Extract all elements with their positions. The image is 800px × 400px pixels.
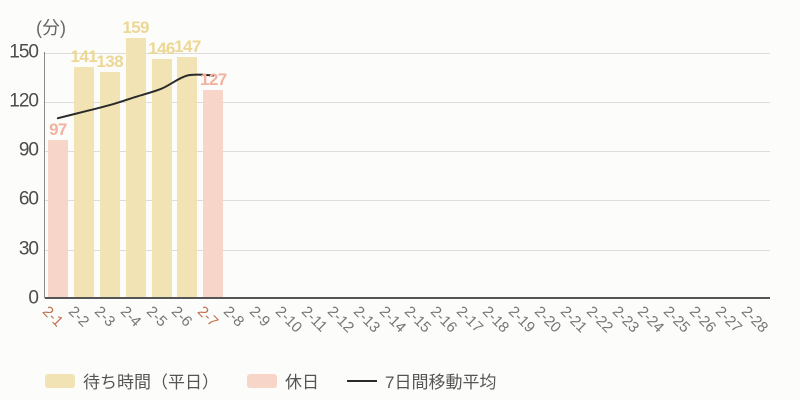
bar-value-label: 141 <box>70 47 98 67</box>
x-axis-tick-label: 2-24 <box>634 303 668 337</box>
x-axis-tick-label: 2-10 <box>271 303 306 337</box>
y-axis-line <box>44 52 45 298</box>
bar-2-4 <box>125 37 146 297</box>
x-axis-tick-label: 2-1 <box>38 303 67 331</box>
x-axis-tick-label: 2-5 <box>142 303 170 331</box>
x-axis-tick-label: 2-2 <box>64 303 93 331</box>
legend-color-swatch <box>45 373 75 388</box>
x-axis-tick-label: 2-9 <box>246 303 274 331</box>
x-axis-tick-label: 2-11 <box>297 303 331 336</box>
x-axis-tick-label: 2-22 <box>582 303 616 337</box>
bar-2-5 <box>151 59 172 297</box>
x-axis-tick-label: 2-7 <box>194 303 222 331</box>
x-axis-tick-label: 2-18 <box>479 303 513 337</box>
x-axis-tick-label: 2-14 <box>375 303 409 337</box>
x-axis-tick-label: 2-25 <box>660 303 694 337</box>
bar-value-label: 127 <box>200 70 227 90</box>
y-axis-tick-label: 60 <box>18 188 39 210</box>
bar-value-label: 138 <box>96 52 124 72</box>
gridline <box>45 249 770 251</box>
bar-2-6 <box>177 57 198 297</box>
bar-2-2 <box>73 67 94 297</box>
x-axis-tick-label: 2-4 <box>116 303 144 331</box>
bar-value-label: 146 <box>148 39 175 59</box>
x-axis-tick-label: 2-26 <box>686 303 720 337</box>
x-axis-tick-label: 2-12 <box>323 303 358 337</box>
x-axis-tick-label: 2-19 <box>504 303 539 337</box>
gridline <box>45 200 770 202</box>
legend-item-line[interactable]: 7日間移動平均 <box>347 368 496 393</box>
x-axis-tick-label: 2-20 <box>530 303 565 337</box>
x-axis-tick-label: 2-8 <box>220 303 248 331</box>
x-axis-tick-label: 2-13 <box>349 303 383 337</box>
x-axis-tick-label: 2-15 <box>401 303 435 337</box>
x-axis-tick-label: 2-6 <box>168 303 196 331</box>
gridline <box>45 151 770 153</box>
y-axis-tick-label: 120 <box>9 90 39 112</box>
legend-label: 待ち時間（平日） <box>83 373 219 392</box>
chart-legend: 待ち時間（平日） 休日 7日間移動平均 <box>45 368 524 393</box>
legend-label: 休日 <box>285 373 319 392</box>
legend-item-holiday-bar[interactable]: 休日 <box>247 368 319 393</box>
x-axis-tick-label: 2-21 <box>556 303 591 337</box>
bar-value-label: 159 <box>122 17 149 37</box>
y-axis-tick-label: 150 <box>9 41 39 63</box>
x-axis-tick-label: 2-17 <box>453 303 487 337</box>
x-axis-tick-label: 2-3 <box>90 303 119 331</box>
gridline <box>45 52 770 54</box>
bar-2-7 <box>203 90 224 297</box>
legend-label: 7日間移動平均 <box>385 373 497 392</box>
x-axis-line <box>45 297 770 299</box>
x-axis-tick-label: 2-23 <box>608 303 642 337</box>
y-axis-tick-label: 0 <box>28 287 39 309</box>
legend-color-swatch <box>247 373 277 388</box>
x-axis-tick-label: 2-27 <box>712 303 746 337</box>
legend-item-weekday-bar[interactable]: 待ち時間（平日） <box>45 368 219 393</box>
x-axis-tick-label: 2-16 <box>427 303 461 337</box>
bar-2-3 <box>99 72 120 297</box>
bar-2-1 <box>47 139 68 297</box>
y-axis-tick-label: 90 <box>18 139 39 161</box>
x-axis-tick-label: 2-28 <box>738 303 772 337</box>
y-axis-tick-label: 30 <box>18 238 39 260</box>
legend-line-swatch <box>347 379 377 382</box>
bar-value-label: 147 <box>174 37 201 57</box>
bar-value-label: 97 <box>49 119 67 139</box>
gridline <box>45 101 770 103</box>
y-axis-unit-label: (分) <box>36 18 66 38</box>
